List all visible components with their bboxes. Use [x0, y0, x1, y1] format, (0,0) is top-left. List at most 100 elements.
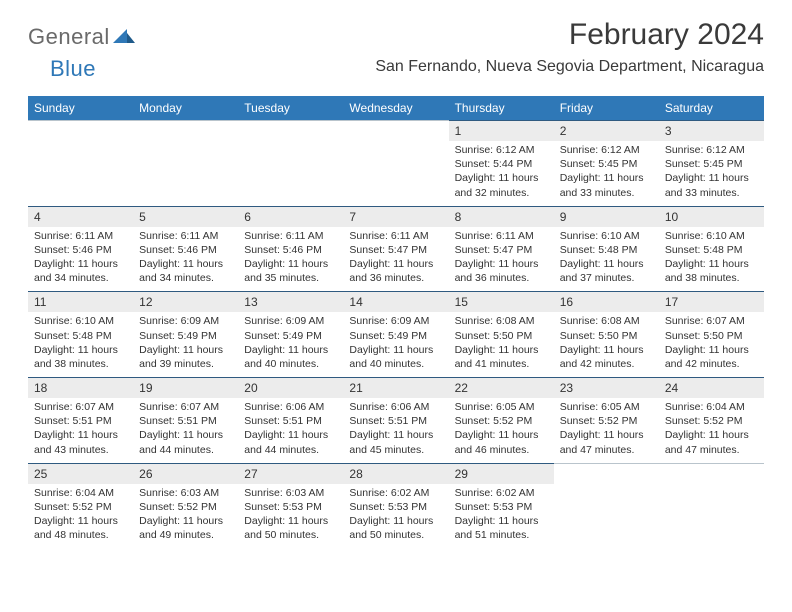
day-detail-cell: Sunrise: 6:11 AM Sunset: 5:47 PM Daylight:… — [343, 227, 448, 292]
day-number-cell — [133, 121, 238, 142]
daylight-text: Daylight: 11 hours and 37 minutes. — [560, 258, 644, 284]
weekday-header: Monday — [133, 96, 238, 121]
day-detail-cell: Sunrise: 6:02 AMSunset: 5:53 PMDaylight:… — [343, 484, 448, 549]
day-number-cell: 15 — [449, 292, 554, 313]
day-detail-cell: Sunrise: 6:03 AMSunset: 5:53 PMDaylight:… — [238, 484, 343, 549]
sunrise-text: Sunrise: 6:07 AM — [139, 401, 219, 413]
day-number-cell: 2 — [554, 121, 659, 142]
daylight-text: Daylight: 11 hours and 42 minutes. — [560, 344, 644, 370]
day-detail-cell — [133, 141, 238, 206]
daylight-text: Daylight: 11 hours and 39 minutes. — [139, 344, 223, 370]
day-number-cell: 28 — [343, 463, 448, 484]
sunrise-text: Sunrise: 6:06 AM — [244, 401, 324, 413]
sunrise-text: Sunrise: 6:06 AM — [349, 401, 429, 413]
sunset-text: Sunset: 5:51 PM — [349, 415, 427, 427]
day-number-cell: 5 — [133, 206, 238, 227]
day-number-cell: 11 — [28, 292, 133, 313]
sunrise-text: Sunrise: 6:02 AM — [455, 487, 535, 499]
day-number-cell — [28, 121, 133, 142]
day-detail-cell: Sunrise: 6:07 AMSunset: 5:50 PMDaylight:… — [659, 312, 764, 377]
day-detail-cell — [28, 141, 133, 206]
sunrise-text: Sunrise: 6:04 AM — [665, 401, 745, 413]
day-number-cell: 21 — [343, 378, 448, 399]
day-detail-cell: Sunrise: 6:03 AMSunset: 5:52 PMDaylight:… — [133, 484, 238, 549]
sunrise-text: Sunrise: 6:09 AM — [244, 315, 324, 327]
daylight-text: Daylight: 11 hours and 36 minutes. — [455, 258, 539, 284]
sunset-text: Sunset: 5:50 PM — [455, 330, 533, 342]
sunrise-text: Sunrise: 6:10 AM — [560, 230, 640, 242]
day-number-cell: 26 — [133, 463, 238, 484]
daylight-text: Daylight: 11 hours and 34 minutes. — [34, 258, 118, 284]
sunset-text: Sunset: 5:47 PM — [349, 244, 427, 256]
day-number-cell — [554, 463, 659, 484]
daylight-text: Daylight: 11 hours and 40 minutes. — [349, 344, 433, 370]
sunrise-text: Sunrise: 6:11 AM — [34, 230, 113, 242]
day-detail-cell: Sunrise: 6:07 AM Sunset: 5:51 PM Daylight:… — [28, 398, 133, 463]
daylight-text: Daylight: 11 hours and 40 minutes. — [244, 344, 328, 370]
logo-mark-icon — [113, 27, 135, 48]
detail-row: Sunrise: 6:12 AMSunset: 5:44 PMDaylight:… — [28, 141, 764, 206]
weekday-header: Friday — [554, 96, 659, 121]
sunset-text: Sunset: 5:48 PM — [34, 330, 112, 342]
sunrise-text: Sunrise: 6:07 AM — [34, 401, 114, 413]
day-number-cell: 25 — [28, 463, 133, 484]
sunset-text: Sunset: 5:52 PM — [34, 501, 112, 513]
sunset-text: Sunset: 5:51 PM — [34, 415, 112, 427]
daylight-text: Daylight: 11 hours and 41 minutes. — [455, 344, 539, 370]
day-number-cell — [343, 121, 448, 142]
day-number-cell: 13 — [238, 292, 343, 313]
sunrise-text: Sunrise: 6:05 AM — [560, 401, 640, 413]
daylight-text: Daylight: 11 hours and 34 minutes. — [139, 258, 223, 284]
daynum-row: 18192021222324 — [28, 378, 764, 399]
sunrise-text: Sunrise: 6:11 AM — [349, 230, 428, 242]
sunrise-text: Sunrise: 6:11 AM — [455, 230, 534, 242]
daynum-row: 2526272829 — [28, 463, 764, 484]
daylight-text: Daylight: 11 hours and 51 minutes. — [455, 515, 539, 541]
day-detail-cell: Sunrise: 6:02 AM Sunset: 5:53 PM Daylight:… — [449, 484, 554, 549]
day-number-cell: 27 — [238, 463, 343, 484]
weekday-header: Sunday — [28, 96, 133, 121]
day-detail-cell: Sunrise: 6:09 AMSunset: 5:49 PMDaylight:… — [133, 312, 238, 377]
sunset-text: Sunset: 5:49 PM — [244, 330, 322, 342]
day-number-cell: 1 — [449, 121, 554, 142]
day-number-cell — [659, 463, 764, 484]
daylight-text: Daylight: 11 hours and 50 minutes. — [349, 515, 433, 541]
daynum-row: 123 — [28, 121, 764, 142]
day-detail-cell: Sunrise: 6:08 AM Sunset: 5:50 PM Daylight:… — [449, 312, 554, 377]
sunrise-text: Sunrise: 6:08 AM — [560, 315, 640, 327]
sunset-text: Sunset: 5:50 PM — [560, 330, 638, 342]
daylight-text: Daylight: 11 hours and 43 minutes. — [34, 429, 118, 455]
daylight-text: Daylight: 11 hours and 42 minutes. — [665, 344, 749, 370]
location: San Fernando, Nueva Segovia Department, … — [375, 58, 764, 76]
day-detail-cell: Sunrise: 6:05 AMSunset: 5:52 PMDaylight:… — [554, 398, 659, 463]
sunrise-text: Sunrise: 6:10 AM — [665, 230, 745, 242]
day-detail-cell: Sunrise: 6:11 AMSunset: 5:46 PMDaylight:… — [28, 227, 133, 292]
sunset-text: Sunset: 5:49 PM — [349, 330, 427, 342]
day-number-cell: 24 — [659, 378, 764, 399]
daylight-text: Daylight: 11 hours and 47 minutes. — [560, 429, 644, 455]
day-number-cell: 29 — [449, 463, 554, 484]
day-number-cell: 18 — [28, 378, 133, 399]
daylight-text: Daylight: 11 hours and 35 minutes. — [244, 258, 328, 284]
day-detail-cell: Sunrise: 6:11 AMSunset: 5:46 PMDaylight:… — [133, 227, 238, 292]
calendar-table: SundayMondayTuesdayWednesdayThursdayFrid… — [28, 96, 764, 548]
sunset-text: Sunset: 5:48 PM — [665, 244, 743, 256]
daylight-text: Daylight: 11 hours and 49 minutes. — [139, 515, 223, 541]
day-detail-cell — [343, 141, 448, 206]
weekday-header-row: SundayMondayTuesdayWednesdayThursdayFrid… — [28, 96, 764, 121]
sunrise-text: Sunrise: 6:10 AM — [34, 315, 114, 327]
day-number-cell: 8 — [449, 206, 554, 227]
sunset-text: Sunset: 5:53 PM — [455, 501, 533, 513]
daylight-text: Daylight: 11 hours and 44 minutes. — [139, 429, 223, 455]
sunrise-text: Sunrise: 6:08 AM — [455, 315, 535, 327]
sunset-text: Sunset: 5:47 PM — [455, 244, 533, 256]
sunset-text: Sunset: 5:50 PM — [665, 330, 743, 342]
day-number-cell: 9 — [554, 206, 659, 227]
sunset-text: Sunset: 5:51 PM — [139, 415, 217, 427]
daylight-text: Daylight: 11 hours and 46 minutes. — [455, 429, 539, 455]
daylight-text: Daylight: 11 hours and 47 minutes. — [665, 429, 749, 455]
day-number-cell: 19 — [133, 378, 238, 399]
detail-row: Sunrise: 6:10 AM Sunset: 5:48 PM Daylight:… — [28, 312, 764, 377]
daylight-text: Daylight: 11 hours and 38 minutes. — [665, 258, 749, 284]
daylight-text: Daylight: 11 hours and 36 minutes. — [349, 258, 433, 284]
